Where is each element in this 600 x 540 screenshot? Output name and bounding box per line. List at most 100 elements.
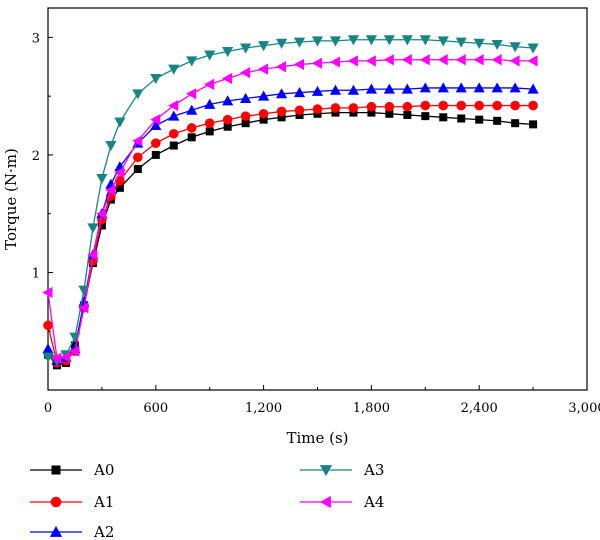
x-tick-label: 0 (44, 401, 52, 416)
data-point (348, 103, 359, 113)
data-point (87, 223, 99, 234)
data-point (114, 166, 125, 179)
data-point (105, 141, 117, 152)
data-point (420, 100, 431, 111)
series-a0 (44, 108, 538, 370)
data-point (439, 113, 448, 122)
data-point (457, 114, 466, 123)
data-point (204, 78, 215, 90)
legend-label: A3 (363, 461, 384, 479)
series-a1 (43, 100, 538, 368)
data-point (403, 110, 412, 119)
data-point (383, 54, 394, 66)
data-point (78, 302, 89, 314)
data-point (169, 141, 178, 150)
data-point (187, 133, 196, 142)
data-point (527, 43, 539, 54)
data-point (186, 104, 198, 115)
data-point (347, 55, 358, 67)
y-tick-label: 2 (32, 149, 40, 164)
data-point (437, 36, 449, 47)
series-a4 (42, 54, 538, 364)
data-point (204, 98, 216, 109)
data-point (241, 119, 250, 128)
data-point (133, 152, 143, 163)
data-point (186, 88, 197, 100)
data-point (365, 35, 377, 46)
data-point (223, 122, 232, 131)
data-point (293, 58, 305, 71)
data-point (419, 82, 431, 93)
data-point (491, 82, 503, 93)
data-point (69, 345, 80, 357)
data-point (43, 320, 53, 331)
data-point (132, 89, 144, 100)
data-point (105, 184, 116, 196)
legend-marker (319, 465, 333, 477)
data-point (421, 112, 430, 121)
data-point (311, 36, 324, 47)
data-point (42, 286, 53, 299)
data-point (132, 135, 143, 147)
data-point (240, 43, 252, 54)
data-point (401, 54, 412, 66)
legend-marker (319, 495, 331, 509)
data-point (384, 101, 395, 112)
data-point (401, 35, 413, 46)
data-point (509, 55, 520, 67)
data-point (240, 111, 251, 121)
data-point (259, 115, 268, 124)
legend-item-a2: A2 (30, 523, 114, 540)
data-point (222, 47, 234, 58)
data-point (529, 120, 538, 129)
series-line-a1 (47, 104, 534, 364)
data-point (365, 83, 377, 94)
data-point (527, 55, 538, 67)
data-point (383, 35, 395, 46)
data-point (365, 55, 376, 67)
data-point (240, 67, 251, 79)
data-point (492, 100, 502, 111)
data-point (275, 38, 288, 49)
data-point (42, 343, 54, 354)
legend-item-a3: A3 (300, 461, 384, 479)
data-point (258, 108, 269, 119)
data-point (150, 74, 162, 85)
x-tick-label: 600 (143, 401, 168, 416)
data-point (402, 101, 413, 112)
data-point (383, 83, 395, 94)
data-point (60, 351, 71, 363)
data-point (419, 54, 430, 66)
data-point (222, 72, 233, 85)
data-point (240, 92, 252, 103)
data-point (96, 208, 107, 220)
data-point (366, 101, 377, 112)
x-tick-label: 2,400 (461, 401, 498, 416)
series-a3 (42, 35, 539, 367)
data-point (330, 103, 341, 113)
data-point (168, 110, 180, 121)
data-point (528, 100, 538, 111)
data-point (455, 37, 467, 48)
data-point (294, 105, 305, 116)
data-point (222, 114, 233, 125)
data-point (186, 56, 198, 67)
data-point (276, 106, 287, 117)
data-point (186, 123, 197, 133)
data-point (51, 352, 62, 364)
data-point (456, 100, 467, 111)
data-point (367, 108, 376, 117)
data-point (329, 36, 342, 47)
data-point (329, 84, 342, 95)
data-point (258, 63, 269, 75)
x-axis-title: Time (s) (286, 429, 348, 447)
data-point (97, 221, 106, 230)
data-point (527, 83, 539, 94)
data-point (150, 119, 162, 131)
data-point (258, 90, 270, 101)
data-point (491, 39, 503, 51)
legend-label: A4 (363, 493, 384, 511)
data-point (347, 84, 360, 95)
series-a2 (42, 82, 539, 366)
data-point (475, 115, 484, 124)
